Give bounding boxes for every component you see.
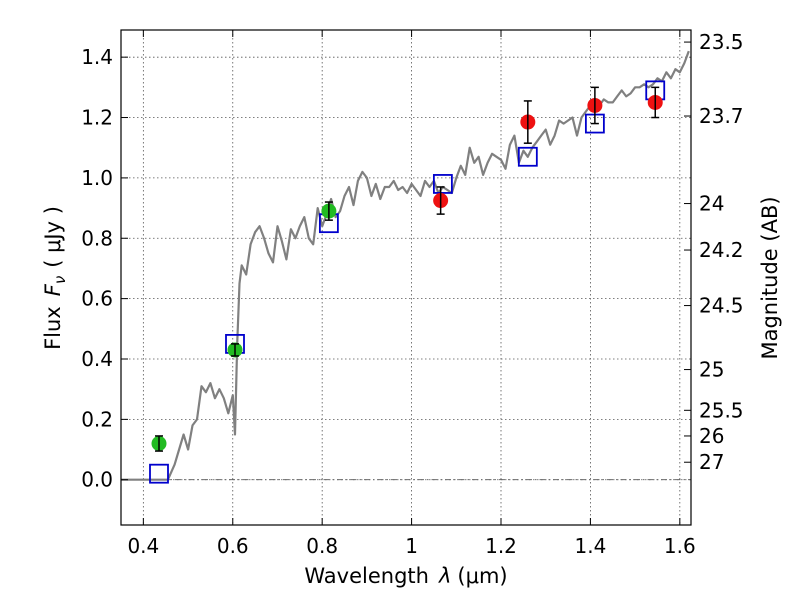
y-tick-label: 1.2 [81, 106, 113, 130]
mag-tick-label: 24.5 [699, 294, 744, 318]
y-axis-label: FluxFν( μJy ) [41, 206, 69, 350]
x-tick-label: 0.8 [306, 534, 338, 558]
mag-tick-label: 23.5 [699, 30, 744, 54]
y-tick-label: 0.8 [81, 226, 113, 250]
model-photometry-square [149, 463, 169, 484]
plot-frame [120, 29, 692, 526]
mag-tick-label: 25.5 [699, 398, 744, 422]
axis-ticks: 0.4 0.6 0.8 1 1.2 1.4 1.6 0.0 0.2 0.4 0.6 0.8 1.0 1.2… [81, 30, 744, 558]
y-tick-label: 0.2 [81, 407, 113, 431]
mag-tick-label: 24 [699, 192, 724, 216]
mag-tick-label: 25 [699, 358, 724, 382]
grid-lines [121, 30, 691, 525]
x-tick-label: 0.4 [127, 534, 159, 558]
model-photometry-square [517, 146, 538, 167]
y-tick-label: 0.6 [81, 287, 113, 311]
marker-series [149, 80, 666, 484]
y-tick-label: 1.0 [81, 166, 113, 190]
mag-tick-label: 23.7 [699, 104, 744, 128]
mag-tick-label: 24.2 [699, 238, 744, 262]
x-tick-label: 1.4 [575, 534, 607, 558]
x-tick-label: 0.6 [217, 534, 249, 558]
x-tick-label: 1 [405, 534, 418, 558]
mag-tick-label: 27 [699, 450, 724, 474]
y-tick-label: 1.4 [81, 45, 113, 69]
y2-axis-label: Magnitude (AB) [758, 196, 782, 359]
model-photometry-square [432, 174, 453, 194]
x-axis-label: Wavelength λ (μm) [304, 564, 507, 588]
y-tick-label: 0.0 [81, 468, 113, 492]
mag-tick-label: 26 [699, 424, 724, 448]
x-tick-label: 1.6 [664, 534, 696, 558]
y-tick-label: 0.4 [81, 347, 113, 371]
x-tick-label: 1.2 [485, 534, 517, 558]
